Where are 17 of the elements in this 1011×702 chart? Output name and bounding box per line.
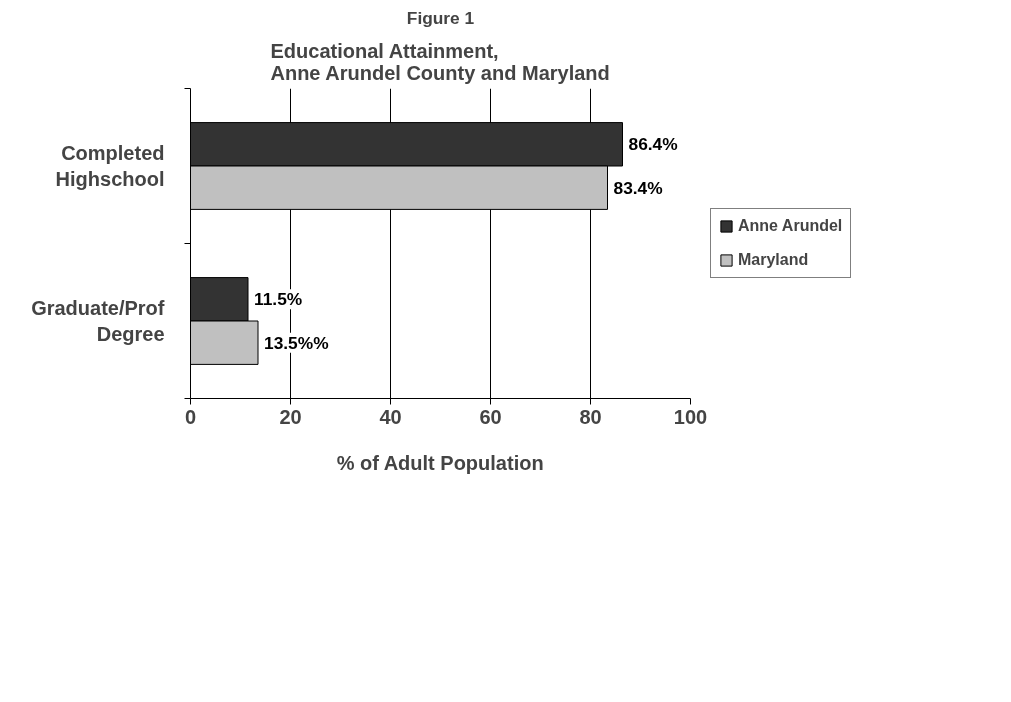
chart-title: Figure 1 (406, 7, 475, 28)
chart-subtitle: Educational Attainment, Anne Arundel County and Maryland (270, 39, 610, 84)
y-tick-label: Graduate/Prof Degree (31, 296, 165, 346)
x-axis-title: % of Adult Population (336, 451, 544, 474)
x-tick-label: 0 (184, 405, 197, 428)
x-tick-label: 20 (279, 405, 302, 428)
data-label: 86.4% (628, 134, 678, 155)
data-label: 11.5% (254, 289, 303, 310)
legend-label: Anne Arundel (738, 217, 843, 235)
data-label: 83.4% (613, 177, 663, 198)
y-tick-label: Completed Highschool (55, 141, 165, 191)
legend-label: Maryland (738, 251, 809, 269)
x-tick-label: 60 (479, 405, 502, 428)
x-tick-label: 80 (579, 405, 602, 428)
data-label: 13.5%% (264, 332, 329, 353)
x-tick-label: 100 (673, 405, 708, 428)
x-tick-label: 40 (379, 405, 402, 428)
